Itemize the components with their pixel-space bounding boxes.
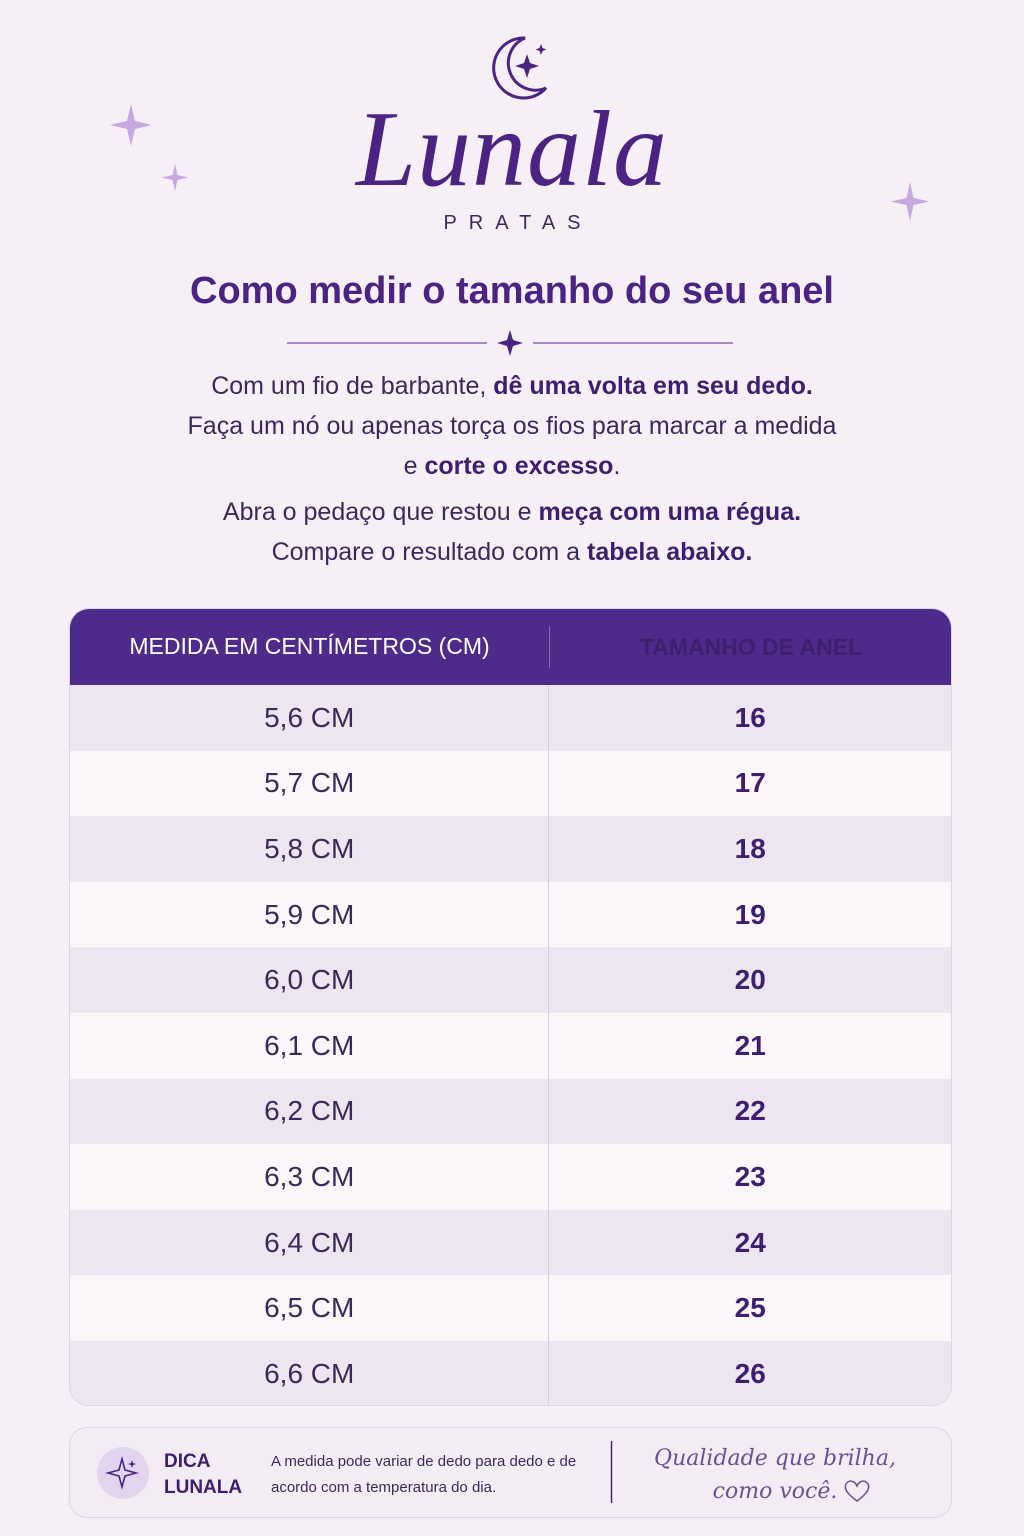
size-cell: 18	[734, 832, 766, 864]
measure-cell: 6,5 CM	[70, 1275, 550, 1341]
tagline: Qualidade que brilha, como você.	[654, 1446, 896, 1504]
bold-text: tabela abaixo.	[587, 538, 753, 566]
measure-cell: 6,2 CM	[70, 1078, 550, 1145]
paragraph: Abra o pedaço que restou e meça com uma …	[0, 492, 1024, 572]
measure-cell: 5,8 CM	[70, 816, 550, 882]
text: Abra o pedaço que restou e	[222, 498, 539, 526]
text-line: Faça um nó ou apenas torça os fios para …	[0, 406, 1024, 446]
size-cell: 20	[734, 964, 766, 996]
text-line: Abra o pedaço que restou e meça com uma …	[0, 492, 1024, 532]
table-row: 6,3 CM 23	[70, 1144, 951, 1210]
measure-cell: 6,4 CM	[70, 1209, 550, 1276]
size-cell: 24	[734, 1226, 766, 1258]
star-icon	[515, 54, 539, 78]
tip-text: A medida pode variar de dedo para dedo e…	[271, 1453, 577, 1496]
measure-cell: 6,0 CM	[70, 947, 550, 1013]
brand: Lunala	[355, 90, 669, 209]
text: Compare o resultado com a	[271, 538, 588, 566]
measure-cell: 5,9 CM	[70, 881, 550, 948]
table-header: MEDIDA EM CENTÍMETROS (CM) TAMANHO DE ANE…	[70, 609, 951, 685]
size-cell: 22	[734, 1095, 766, 1127]
bold-text: dê uma volta em seu dedo.	[493, 372, 813, 400]
bold-text: meça com uma régua.	[538, 498, 802, 526]
text-line: e corte o excesso.	[0, 446, 1024, 486]
table-row: 5,9 CM 19	[70, 881, 951, 948]
heart-icon	[844, 1480, 870, 1502]
size-cell: 23	[734, 1160, 766, 1192]
divider-star	[497, 330, 523, 356]
table-row: 6,6 CM 26	[70, 1340, 951, 1405]
measure-cell: 6,6 CM	[70, 1340, 550, 1405]
table-row: 6,2 CM 22	[70, 1078, 951, 1145]
sparkle	[890, 182, 930, 221]
size-table: MEDIDA EM CENTÍMETROS (CM) TAMANHO DE ANE…	[69, 608, 952, 1406]
text: Faça um nó ou apenas torça os fios para …	[187, 412, 837, 440]
text: .	[613, 452, 621, 480]
measure-cell: 6,1 CM	[70, 1012, 550, 1079]
table-row: 5,7 CM 17	[70, 750, 951, 817]
size-cell: 17	[734, 767, 766, 799]
moon-icon	[492, 36, 548, 100]
paragraph: Com um fio de barbante, dê uma volta em …	[0, 366, 1024, 486]
size-cell: 21	[734, 1029, 766, 1061]
measure-cell: 5,7 CM	[70, 750, 550, 817]
bold-text: corte o excesso	[424, 452, 614, 480]
table-row: 5,8 CM 18	[70, 816, 951, 882]
star-icon	[535, 44, 547, 55]
table-row: 6,4 CM 24	[70, 1209, 951, 1276]
column-header: MEDIDA EM CENTÍMETROS (CM)	[70, 626, 550, 668]
text-line: Compare o resultado com a tabela abaixo.	[0, 532, 1024, 572]
table-row: 6,5 CM 25	[70, 1275, 951, 1341]
size-cell: 25	[734, 1292, 766, 1324]
brand-subtitle: PRATAS	[443, 212, 593, 234]
instructions: Com um fio de barbante, dê uma volta em …	[0, 366, 1024, 578]
tip-icon	[97, 1447, 149, 1499]
tip-divider	[610, 1441, 613, 1503]
column-header: TAMANHO DE ANEL	[639, 633, 863, 660]
tip-box	[69, 1427, 952, 1518]
measure-cell: 6,3 CM	[70, 1144, 550, 1210]
size-cell: 26	[734, 1357, 766, 1389]
sparkle	[110, 104, 152, 146]
table-row: 6,0 CM 20	[70, 947, 951, 1013]
text-line: Com um fio de barbante, dê uma volta em …	[0, 366, 1024, 406]
size-cell: 19	[734, 898, 766, 930]
text: Com um fio de barbante,	[211, 372, 494, 400]
size-cell: 16	[734, 701, 766, 733]
measure-cell: 5,6 CM	[70, 685, 550, 751]
title: Como medir o tamanho do seu anel	[190, 270, 834, 312]
sparkle	[161, 164, 189, 191]
tip-label: DICA LUNALA	[164, 1451, 243, 1498]
table-row: 6,1 CM 21	[70, 1012, 951, 1079]
table-row: 5,6 CM 16	[70, 685, 951, 751]
text: e	[403, 452, 425, 480]
